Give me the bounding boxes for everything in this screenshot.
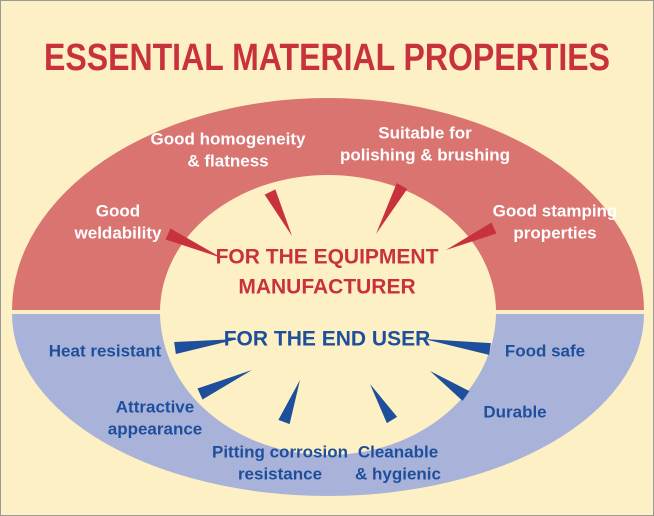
end-user-property: & hygienic: [355, 464, 441, 483]
manufacturer-property: Good stamping: [493, 201, 618, 220]
end-user-property: resistance: [238, 464, 322, 483]
spike: [446, 222, 497, 250]
spikes: [165, 183, 497, 425]
manufacturer-property: Good homogeneity: [151, 129, 306, 148]
end-user-property: Food safe: [505, 341, 585, 360]
manufacturer-heading: FOR THE EQUIPMENT: [216, 246, 439, 269]
manufacturer-property: polishing & brushing: [340, 145, 510, 164]
title: ESSENTIAL MATERIAL PROPERTIES: [44, 37, 610, 79]
center-area: [160, 175, 496, 455]
end-user-property: Attractive: [116, 397, 194, 416]
end-user-heading: FOR THE END USER: [224, 328, 431, 351]
spike: [370, 384, 398, 424]
manufacturer-heading: MANUFACTURER: [238, 276, 415, 299]
manufacturer-property: weldability: [74, 223, 162, 242]
spike: [430, 371, 470, 401]
end-user-property: Durable: [483, 402, 546, 421]
end-user-property: Pitting corrosion: [212, 442, 348, 461]
spike: [197, 370, 252, 400]
manufacturer-property: Suitable for: [378, 123, 472, 142]
end-user-property: appearance: [108, 419, 203, 438]
end-user-property: Cleanable: [358, 442, 438, 461]
spike: [165, 228, 222, 258]
spike: [424, 339, 491, 355]
spike: [264, 189, 292, 236]
spike: [376, 183, 408, 234]
end-user-property: Heat resistant: [49, 341, 162, 360]
spike: [174, 339, 238, 354]
manufacturer-property: Good: [96, 201, 140, 220]
manufacturer-property: & flatness: [187, 151, 268, 170]
manufacturer-property: properties: [513, 223, 596, 242]
spike: [278, 380, 300, 425]
